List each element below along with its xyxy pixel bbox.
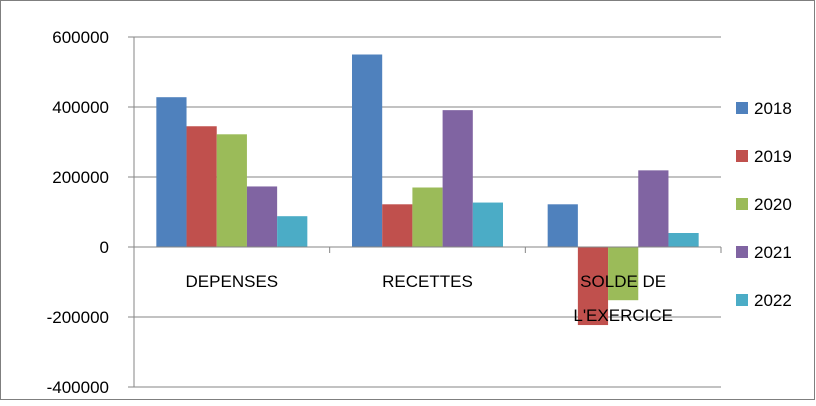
y-tick-label: 200000 (52, 168, 109, 187)
x-category-label: SOLDE DE (580, 272, 666, 291)
bar-2021-depenses (246, 186, 278, 247)
legend: 2018 2019 2020 2021 2022 (736, 99, 792, 310)
legend-swatch-2021 (736, 246, 748, 258)
bar-2022-solde-de-l-exercice (668, 233, 699, 247)
y-tick-label: -400000 (47, 378, 109, 397)
legend-swatch-2018 (736, 102, 748, 114)
legend-label-2019: 2019 (754, 147, 792, 166)
legend-swatch-2019 (736, 150, 748, 162)
legend-swatch-2022 (736, 294, 748, 306)
bar-2018-depenses (156, 97, 187, 247)
bar-2021-solde-de-l-exercice (638, 170, 669, 247)
x-category-label: RECETTES (382, 272, 473, 291)
legend-label-2021: 2021 (754, 243, 792, 262)
y-tick-label: 600000 (52, 28, 109, 47)
x-axis-category-labels: DEPENSES RECETTES SOLDE DE L'EXERCICE (186, 272, 673, 325)
bars (156, 54, 699, 326)
bar-2020-recettes (412, 187, 443, 247)
y-tick-label: -200000 (47, 308, 109, 327)
bar-2020-depenses (216, 134, 247, 247)
bar-2022-depenses (277, 216, 308, 247)
bar-2022-recettes (472, 202, 503, 247)
x-category-label: L'EXERCICE (573, 306, 673, 325)
legend-label-2018: 2018 (754, 99, 792, 118)
y-axis-tick-labels: 600000 400000 200000 0 -200000 -400000 (47, 28, 109, 397)
legend-label-2020: 2020 (754, 195, 792, 214)
legend-swatch-2020 (736, 198, 748, 210)
bar-2018-recettes (352, 54, 383, 247)
axes (128, 37, 722, 387)
y-tick-label: 0 (100, 238, 109, 257)
x-category-label: DEPENSES (186, 272, 279, 291)
bar-2018-solde-de-l-exercice (547, 204, 578, 247)
bar-2019-recettes (382, 204, 413, 247)
y-tick-label: 400000 (52, 98, 109, 117)
legend-label-2022: 2022 (754, 291, 792, 310)
bar-2020-solde-de-l-exercice (608, 247, 639, 301)
bar-2021-recettes (442, 110, 473, 248)
bar-2019-depenses (186, 126, 217, 247)
bar-2019-solde-de-l-exercice (577, 247, 609, 326)
